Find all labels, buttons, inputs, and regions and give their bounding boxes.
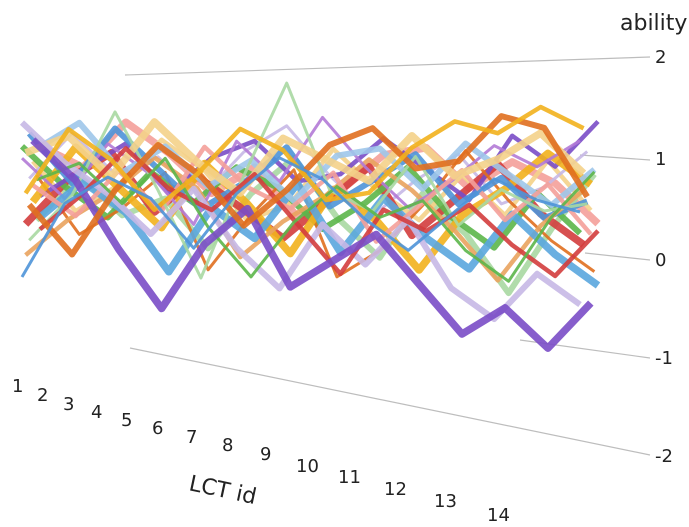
series-ribbon <box>34 119 597 209</box>
series-ribbon <box>19 120 582 322</box>
x-tick-label: 8 <box>222 435 233 456</box>
x-tick-label: 14 <box>487 505 510 526</box>
x-tick-label: 2 <box>37 385 48 406</box>
series-ribbon <box>35 156 596 283</box>
x-tick-label: 11 <box>338 467 361 488</box>
x-tick-label: 13 <box>434 491 457 512</box>
x-tick-label: 9 <box>260 444 271 465</box>
series-ribbon <box>38 146 600 279</box>
z-axis-tick-labels: 2 1 0 -1 -2 <box>655 47 673 467</box>
x-tick-label: 12 <box>384 479 407 500</box>
series-ribbon <box>37 177 601 289</box>
x-tick-label: 1 <box>12 376 23 397</box>
x-tick-label: 6 <box>152 418 163 439</box>
x-tick-label: 5 <box>121 410 132 431</box>
x-tick-label: 3 <box>63 394 74 415</box>
z-tick-label: 1 <box>655 149 666 170</box>
z-tick-line <box>584 252 651 261</box>
series-ribbon <box>20 156 581 278</box>
z-tick-label: 2 <box>655 47 666 68</box>
z-axis-title: ability <box>620 11 687 36</box>
x-tick-label: 10 <box>296 456 319 477</box>
series-ribbon <box>30 137 594 352</box>
x-tick-label: 7 <box>186 427 197 448</box>
z-tick-line <box>579 154 651 161</box>
z-tick-line <box>124 56 651 76</box>
series-layer <box>19 81 601 352</box>
z-tick-label: 0 <box>655 250 666 271</box>
z-tick-label: -1 <box>655 348 673 369</box>
series-ribbon <box>23 104 585 213</box>
series-ribbon <box>28 81 588 280</box>
z-tick-line <box>129 347 651 456</box>
x-tick-label: 4 <box>91 402 102 423</box>
z-tick-label: -2 <box>655 446 673 467</box>
x-axis-title: LCT id <box>187 471 259 510</box>
